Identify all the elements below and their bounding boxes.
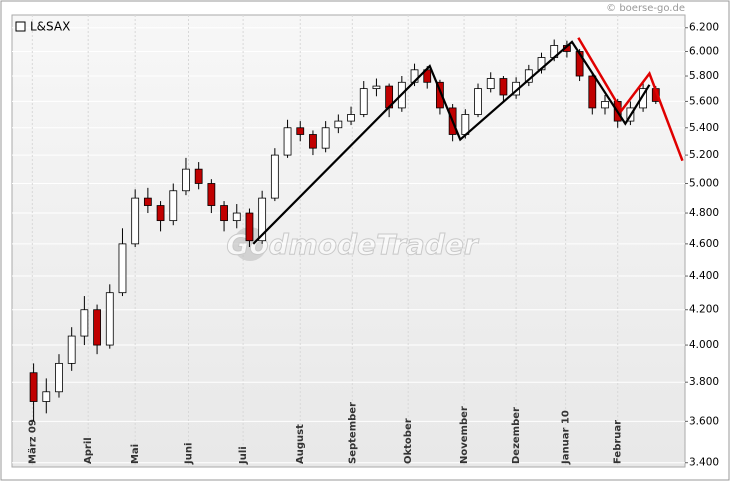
x-tick-label: April <box>83 437 94 464</box>
y-tick-label: 3.800 <box>689 376 719 388</box>
y-tick-label: 6.200 <box>689 22 719 34</box>
candle-body <box>93 309 101 346</box>
legend-swatch <box>15 21 26 32</box>
candle-body <box>575 51 584 77</box>
marks <box>29 37 684 422</box>
candle-body <box>143 197 152 206</box>
candle-body <box>42 391 51 402</box>
candle-body <box>29 372 38 402</box>
x-tick-label: Februar <box>613 420 624 464</box>
candle-body <box>232 212 241 222</box>
watermark: GodmodeTrader <box>226 228 479 261</box>
candle-body <box>105 292 114 346</box>
watermark-group: GodmodeTrader <box>226 227 480 262</box>
x-tick-label: Dezember <box>511 407 522 464</box>
candle-body <box>55 362 63 393</box>
legend-label: L&SAX <box>30 20 70 34</box>
candle-body <box>207 183 216 206</box>
candle-body <box>601 101 609 109</box>
candle-body <box>182 168 190 192</box>
candle-body <box>321 127 330 149</box>
y-tick-label: 4.200 <box>689 304 719 316</box>
candle-body <box>245 212 254 242</box>
candle-body <box>486 78 495 90</box>
candle-body <box>499 78 508 96</box>
candle-body <box>347 114 355 122</box>
candle-body <box>296 127 305 135</box>
candle-body <box>372 85 381 90</box>
candle-body <box>156 205 165 222</box>
y-tick-label: 5.400 <box>689 122 719 134</box>
copyright: © boerse-go.de <box>606 3 685 14</box>
grid: 3.400 3.600 3.800 4.000 4.200 4.400 4.600 4.800… <box>12 15 719 469</box>
y-tick-label: 4.600 <box>689 238 719 250</box>
candle-body <box>194 168 203 184</box>
x-tick-label: März 09 <box>27 419 38 464</box>
candle-body <box>220 205 228 222</box>
candle-body <box>118 243 127 294</box>
y-tick-label: 5.600 <box>689 95 719 107</box>
x-tick-label: Oktober <box>403 418 414 464</box>
y-tick-label: 4.400 <box>689 270 719 282</box>
candle-body <box>639 88 647 109</box>
candle-body <box>436 81 444 109</box>
plot-area <box>11 14 686 468</box>
x-tick-label: November <box>459 406 470 464</box>
candle-body <box>270 154 279 199</box>
candle-body <box>258 197 267 242</box>
y-tick-label: 5.200 <box>689 149 719 161</box>
candle-body <box>334 120 343 129</box>
y-tick-label: 3.600 <box>689 415 719 427</box>
x-tick-label: Januar 10 <box>561 410 572 465</box>
candle-body <box>169 190 178 222</box>
trend-line <box>577 37 684 162</box>
candle-body <box>80 309 89 337</box>
x-tick-label: Juli <box>238 446 249 465</box>
candle-body <box>283 127 292 156</box>
candle-body <box>588 75 597 109</box>
x-tick-label: Mai <box>130 444 141 464</box>
candle-body <box>309 134 317 149</box>
x-tick-label: August <box>295 424 306 464</box>
y-tick-label: 5.800 <box>689 70 719 82</box>
trend-line <box>252 40 651 245</box>
y-tick-label: 6.000 <box>689 45 719 57</box>
y-tick-label: 4.000 <box>689 339 719 351</box>
y-tick-label: 5.000 <box>689 177 719 189</box>
candle-body <box>67 335 76 364</box>
x-tick-label: September <box>347 402 358 464</box>
x-tick-label: Juni <box>184 443 195 465</box>
y-tick-label: 4.800 <box>689 207 719 219</box>
y-tick-label: 3.400 <box>689 457 719 469</box>
candle-body <box>131 197 140 245</box>
candle-body <box>359 88 368 115</box>
candle-body <box>474 88 482 115</box>
